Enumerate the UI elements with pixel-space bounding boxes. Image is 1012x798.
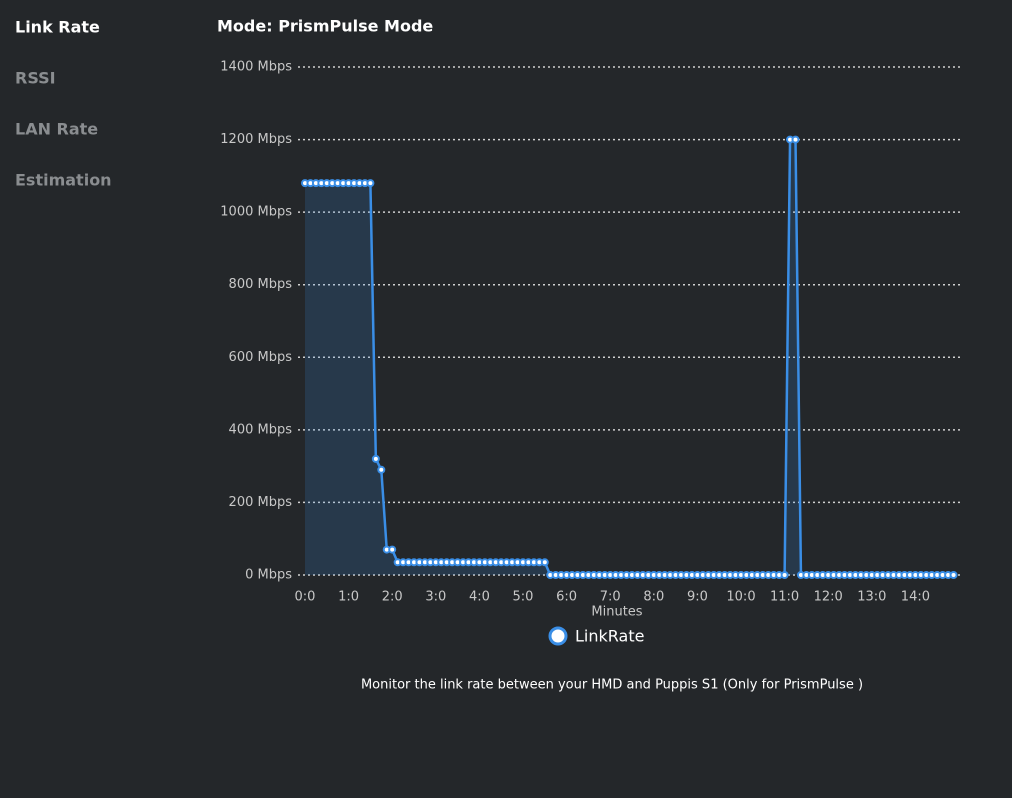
sidebar-item[interactable]: Link Rate	[15, 18, 100, 37]
y-tick-label: 0 Mbps	[245, 568, 292, 583]
x-tick-label: 8:0	[643, 590, 664, 605]
x-tick-label: 9:0	[687, 590, 708, 605]
point	[388, 545, 397, 554]
x-tick-label: 11:0	[770, 590, 799, 605]
x-tick-label: 2:0	[382, 590, 403, 605]
y-tick-label: 600 Mbps	[229, 350, 293, 365]
x-tick-label: 7:0	[600, 590, 621, 605]
x-tick-label: 6:0	[556, 590, 577, 605]
x-tick-label: 14:0	[901, 590, 930, 605]
point	[540, 558, 549, 567]
legend-marker	[548, 626, 568, 646]
sidebar-item[interactable]: LAN Rate	[15, 120, 98, 139]
point	[371, 454, 380, 463]
legend-label: LinkRate	[575, 627, 644, 646]
area	[305, 139, 954, 576]
sidebar-item[interactable]: RSSI	[15, 69, 56, 88]
point	[366, 179, 375, 188]
x-tick-label: 5:0	[513, 590, 534, 605]
y-tick-label: 1000 Mbps	[220, 205, 292, 220]
y-tick-label: 1400 Mbps	[220, 60, 292, 75]
sidebar-item[interactable]: Estimation	[15, 171, 112, 190]
y-tick-label: 200 Mbps	[229, 495, 293, 510]
footer-text: Monitor the link rate between your HMD a…	[361, 678, 863, 693]
x-tick-label: 3:0	[425, 590, 446, 605]
x-tick-label: 4:0	[469, 590, 490, 605]
x-tick-label: 13:0	[857, 590, 886, 605]
point	[791, 135, 800, 144]
chart-title: Mode: PrismPulse Mode	[217, 17, 433, 36]
point	[377, 465, 386, 474]
x-tick-label: 0:0	[295, 590, 316, 605]
point	[780, 571, 789, 579]
y-tick-label: 400 Mbps	[229, 422, 293, 437]
x-tick-label: 12:0	[814, 590, 843, 605]
x-tick-label: 10:0	[726, 590, 755, 605]
x-axis-label: Minutes	[591, 605, 642, 620]
y-tick-label: 800 Mbps	[229, 277, 293, 292]
x-tick-label: 1:0	[338, 590, 359, 605]
point	[949, 571, 958, 579]
y-tick-label: 1200 Mbps	[220, 132, 292, 147]
